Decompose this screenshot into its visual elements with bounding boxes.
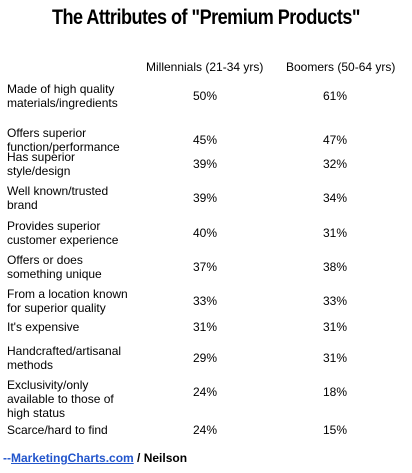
value-boomers: 31% (322, 226, 348, 240)
row-label-line: for superior quality (7, 301, 106, 315)
row-label-line: Made of high quality (7, 82, 115, 96)
value-boomers: 32% (322, 157, 348, 171)
value-millennials: 45% (192, 133, 218, 147)
value-boomers: 47% (322, 133, 348, 147)
value-millennials: 40% (192, 226, 218, 240)
row-label: Handcrafted/artisanal methods (7, 344, 157, 372)
value-millennials: 33% (192, 294, 218, 308)
row-label-line: Offers or does (7, 253, 83, 267)
row-label: Offers or does something unique (7, 253, 157, 281)
value-boomers: 38% (322, 260, 348, 274)
row-label-line: Scarce/hard to find (7, 423, 108, 437)
value-millennials: 29% (192, 351, 218, 365)
value-millennials: 39% (192, 157, 218, 171)
row-label: It's expensive (7, 320, 157, 334)
row-label-line: Exclusivity/only (7, 378, 89, 392)
row-label-line: materials/ingredients (7, 96, 118, 110)
value-boomers: 31% (322, 351, 348, 365)
value-boomers: 61% (322, 89, 348, 103)
row-label-line: It's expensive (7, 320, 80, 334)
row-label-line: Well known/trusted (7, 184, 109, 198)
value-boomers: 34% (322, 191, 348, 205)
chart-title: The Attributes of "Premium Products" (52, 6, 360, 29)
value-millennials: 31% (192, 320, 218, 334)
row-label: Made of high quality materials/ingredient… (7, 82, 157, 110)
row-label-line: high status (7, 406, 66, 420)
row-label: Well known/trusted brand (7, 184, 157, 212)
value-millennials: 24% (192, 385, 218, 399)
value-millennials: 39% (192, 191, 218, 205)
value-boomers: 31% (322, 320, 348, 334)
value-millennials: 24% (192, 423, 218, 437)
value-millennials: 37% (192, 260, 218, 274)
row-label-line: function/performance (7, 140, 120, 154)
row-label: Scarce/hard to find (7, 423, 157, 437)
source-note: --MarketingCharts.com / Neilson (3, 451, 187, 465)
row-label-line: style/design (7, 164, 71, 178)
row-label: From a location known for superior qualit… (7, 287, 157, 315)
column-header-boomers: Boomers (50-64 yrs) (286, 60, 396, 74)
row-label-line: available to those of (7, 392, 114, 406)
source-prefix: -- (3, 451, 11, 465)
row-label-line: something unique (7, 267, 102, 281)
value-boomers: 15% (322, 423, 348, 437)
row-label: Provides superior customer experience (7, 219, 157, 247)
row-label-line: Offers superior (7, 126, 87, 140)
row-label-line: Provides superior (7, 219, 101, 233)
row-label-line: customer experience (7, 233, 119, 247)
row-label-line: Handcrafted/artisanal (7, 344, 122, 358)
value-boomers: 18% (322, 385, 348, 399)
value-millennials: 50% (192, 89, 218, 103)
source-suffix: / Neilson (133, 451, 188, 465)
row-label: Offers superior function/performance (7, 126, 157, 154)
row-label-line: brand (7, 198, 38, 212)
value-boomers: 33% (322, 294, 348, 308)
source-link[interactable]: MarketingCharts.com (11, 451, 134, 465)
column-header-millennials: Millennials (21-34 yrs) (146, 60, 264, 74)
row-label: Has superior style/design (7, 150, 157, 178)
row-label: Exclusivity/only available to those of hig… (7, 378, 157, 420)
row-label-line: From a location known (7, 287, 128, 301)
row-label-line: methods (7, 358, 54, 372)
row-label-line: Has superior (7, 150, 76, 164)
